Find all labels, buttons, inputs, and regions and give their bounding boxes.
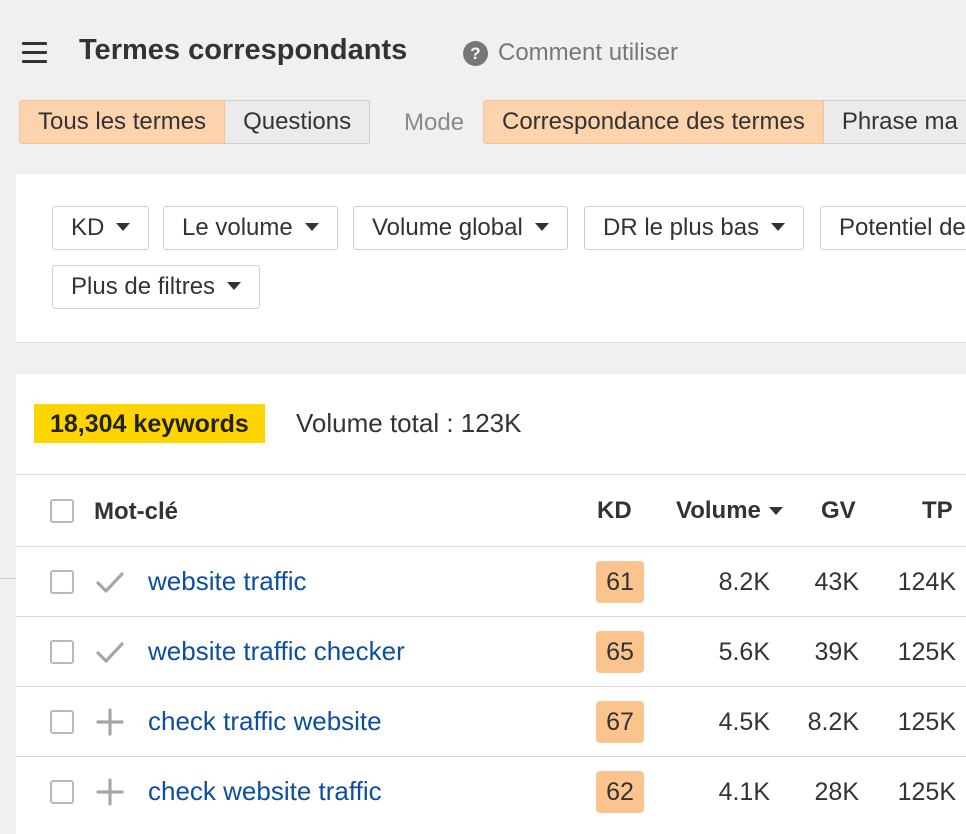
caret-down-icon: [534, 223, 549, 232]
more-filters-button[interactable]: Plus de filtres: [52, 265, 261, 309]
gv-value: 8.2K: [807, 708, 859, 736]
gv-value: 43K: [814, 568, 859, 596]
column-kd[interactable]: KD: [597, 497, 632, 524]
column-gv[interactable]: GV: [821, 497, 856, 524]
divider: [0, 578, 16, 579]
filter-kd[interactable]: KD: [52, 206, 150, 250]
keyword-link[interactable]: website traffic: [148, 566, 307, 596]
filter-global-volume[interactable]: Volume global: [353, 206, 568, 250]
row-checkbox[interactable]: [50, 710, 74, 734]
column-volume[interactable]: Volume: [676, 497, 783, 525]
volume-value: 4.1K: [718, 778, 770, 806]
volume-value: 8.2K: [718, 568, 770, 596]
mode-label: Mode: [404, 109, 465, 136]
total-volume: Volume total : 123K: [296, 408, 522, 438]
term-type-tabs: Tous les termes Questions: [19, 100, 371, 144]
column-keyword[interactable]: Mot-clé: [94, 498, 178, 525]
tp-value: 125K: [897, 778, 956, 806]
keyword-count: 18,304 keywords: [34, 404, 265, 443]
plus-icon[interactable]: [94, 706, 126, 738]
plus-icon[interactable]: [94, 776, 126, 808]
row-checkbox[interactable]: [50, 640, 74, 664]
row-checkbox[interactable]: [50, 570, 74, 594]
tab-questions[interactable]: Questions: [225, 100, 371, 144]
divider: [16, 756, 966, 757]
caret-down-icon: [771, 223, 786, 232]
divider: [16, 616, 966, 617]
kd-badge: 65: [596, 631, 644, 673]
divider: [16, 546, 966, 547]
row-checkbox[interactable]: [50, 780, 74, 804]
help-icon[interactable]: ?: [463, 41, 488, 66]
menu-icon[interactable]: [22, 42, 48, 64]
gv-value: 39K: [814, 638, 859, 666]
check-icon[interactable]: [94, 566, 126, 598]
kd-badge: 62: [596, 771, 644, 813]
filter-lowest-dr[interactable]: DR le plus bas: [584, 206, 805, 250]
tab-all-terms[interactable]: Tous les termes: [19, 100, 226, 144]
divider: [16, 686, 966, 687]
keyword-link[interactable]: check traffic website: [148, 706, 382, 736]
kd-badge: 61: [596, 561, 644, 603]
filters-panel: KD Le volume Volume global DR le plus ba…: [16, 174, 966, 343]
help-link[interactable]: Comment utiliser: [498, 39, 679, 66]
sort-desc-icon: [768, 506, 783, 515]
mode-terms-match[interactable]: Correspondance des termes: [483, 100, 824, 144]
tp-value: 125K: [897, 638, 956, 666]
filter-volume[interactable]: Le volume: [163, 206, 338, 250]
mode-phrase-match[interactable]: Phrase ma: [823, 100, 966, 144]
caret-down-icon: [304, 223, 319, 232]
page-title: Termes correspondants: [79, 34, 408, 66]
filter-traffic-potential[interactable]: Potentiel de: [820, 206, 966, 250]
caret-down-icon: [227, 282, 242, 291]
gv-value: 28K: [814, 778, 859, 806]
kd-badge: 67: [596, 701, 644, 743]
volume-value: 5.6K: [718, 638, 770, 666]
mode-tabs: Correspondance des termes Phrase ma: [483, 100, 966, 144]
volume-value: 4.5K: [718, 708, 770, 736]
results-panel: 18,304 keywords Volume total : 123K Mot-…: [16, 374, 966, 834]
select-all-checkbox[interactable]: [50, 499, 74, 523]
keyword-link[interactable]: check website traffic: [148, 776, 382, 806]
tp-value: 124K: [897, 568, 956, 596]
caret-down-icon: [116, 223, 131, 232]
tp-value: 125K: [897, 708, 956, 736]
divider: [16, 474, 966, 475]
keyword-link[interactable]: website traffic checker: [148, 636, 405, 666]
column-tp[interactable]: TP: [922, 497, 953, 524]
check-icon[interactable]: [94, 636, 126, 668]
